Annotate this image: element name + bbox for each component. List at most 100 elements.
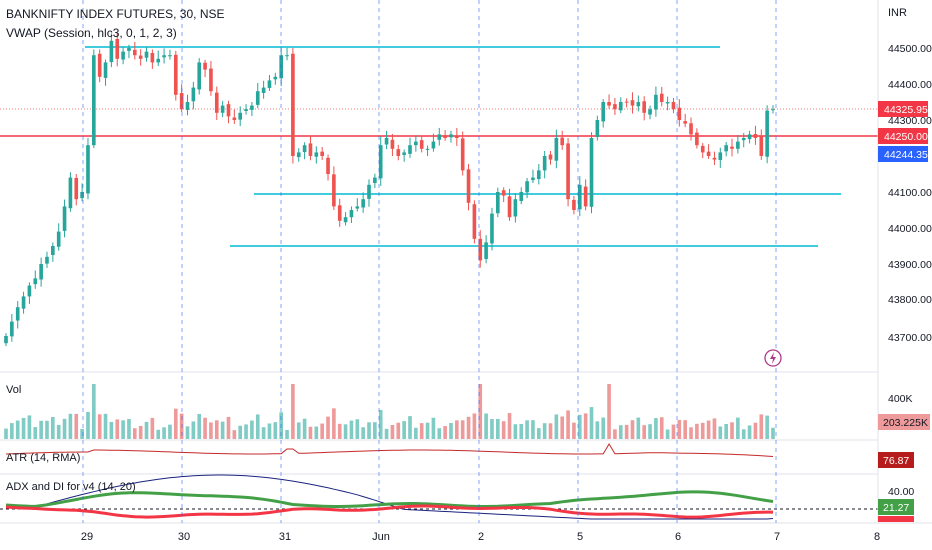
candle — [466, 169, 471, 203]
volume-bar — [665, 429, 670, 439]
volume-bar — [261, 427, 266, 439]
candle — [361, 199, 365, 208]
volume-bar — [68, 413, 73, 439]
volume-bar — [419, 423, 424, 439]
volume-bar — [437, 428, 442, 439]
candle — [273, 76, 278, 80]
volume-bar — [507, 413, 512, 439]
vwap-indicator-label[interactable]: VWAP (Session, hlc3, 0, 1, 2, 3) — [6, 26, 177, 40]
candle — [455, 136, 459, 138]
candle — [238, 112, 243, 120]
candle — [138, 55, 143, 59]
volume-bar — [51, 417, 55, 439]
candle — [572, 199, 576, 210]
candle — [683, 121, 687, 124]
candle — [554, 138, 559, 161]
candle — [390, 139, 395, 149]
candle — [185, 102, 190, 110]
time-label: 30 — [178, 531, 190, 543]
volume-bar — [607, 384, 611, 439]
candle — [4, 336, 8, 344]
alert-lightning-icon[interactable] — [764, 349, 782, 367]
volume-bar — [56, 424, 61, 439]
candle — [595, 120, 600, 137]
volume-bar — [771, 427, 775, 439]
volume-bar — [103, 413, 108, 439]
adx-plus-badge: 21.27 — [878, 499, 914, 515]
candle — [437, 134, 442, 140]
volume-bar — [519, 424, 524, 439]
volume-bar — [62, 418, 67, 439]
candle — [396, 149, 401, 156]
candle — [349, 210, 354, 218]
candle — [542, 156, 547, 171]
adx-label: ADX and DI for v4 (14, 20) — [6, 481, 136, 493]
candle — [320, 151, 324, 156]
volume-bar — [572, 422, 576, 439]
time-label: Jun — [372, 531, 390, 543]
volume-bar — [648, 424, 652, 439]
time-label: 5 — [577, 531, 583, 543]
volume-bar — [396, 422, 401, 439]
candle — [519, 192, 524, 201]
candle — [367, 184, 371, 199]
candle — [689, 123, 693, 135]
candle — [191, 87, 196, 102]
volume-bar — [232, 430, 237, 439]
svg-text:44325.95: 44325.95 — [884, 104, 928, 116]
volume-bar — [320, 423, 324, 439]
volume-bar — [332, 408, 336, 439]
volume-bar — [361, 427, 365, 439]
volume-bar — [531, 420, 535, 439]
volume-tick: 400K — [888, 393, 913, 405]
vwap-price-badge: 44244.35 — [878, 146, 928, 162]
volume-bar — [741, 429, 746, 439]
candle — [291, 53, 295, 157]
volume-bar — [736, 417, 740, 439]
volume-bar — [367, 422, 371, 439]
candle — [636, 102, 641, 107]
candle — [337, 205, 342, 221]
candle — [736, 141, 740, 149]
candle — [162, 55, 166, 58]
volume-bar — [250, 420, 254, 439]
volume-bar — [677, 419, 682, 439]
candle — [373, 177, 377, 183]
volume-bar — [33, 427, 38, 439]
volume-bar — [45, 420, 49, 439]
volume-bar — [618, 425, 623, 439]
candle — [601, 102, 606, 122]
candle — [513, 199, 518, 217]
volume-bar — [408, 416, 412, 439]
volume-bar — [601, 417, 606, 439]
adx-minus-badge — [878, 516, 914, 522]
volume-bar — [168, 424, 172, 439]
candle — [425, 148, 430, 150]
volume-bar — [759, 414, 764, 439]
candle — [15, 307, 20, 321]
atr-label: ATR (14, RMA) — [6, 452, 80, 464]
chart-title[interactable]: BANKNIFTY INDEX FUTURES, 30, NSE — [6, 7, 225, 21]
volume-bar — [21, 417, 26, 439]
volume-bar — [314, 426, 319, 439]
candle — [121, 51, 125, 60]
svg-text:203.225K: 203.225K — [883, 417, 928, 429]
volume-bar — [747, 425, 752, 439]
volume-bar — [39, 420, 43, 439]
candle — [261, 87, 266, 93]
time-label: 7 — [774, 531, 780, 543]
volume-bar — [326, 416, 330, 439]
candle — [753, 134, 758, 138]
volume-bar — [285, 430, 289, 439]
volume-bar — [496, 418, 500, 439]
volume-bar — [431, 417, 436, 439]
candle — [74, 177, 79, 200]
volume-bar — [455, 420, 459, 439]
volume-bar — [560, 416, 565, 439]
volume-bar — [724, 423, 728, 439]
candle — [431, 141, 436, 149]
volume-bar — [566, 410, 570, 439]
volume-bar — [642, 425, 647, 439]
axes — [0, 0, 932, 524]
